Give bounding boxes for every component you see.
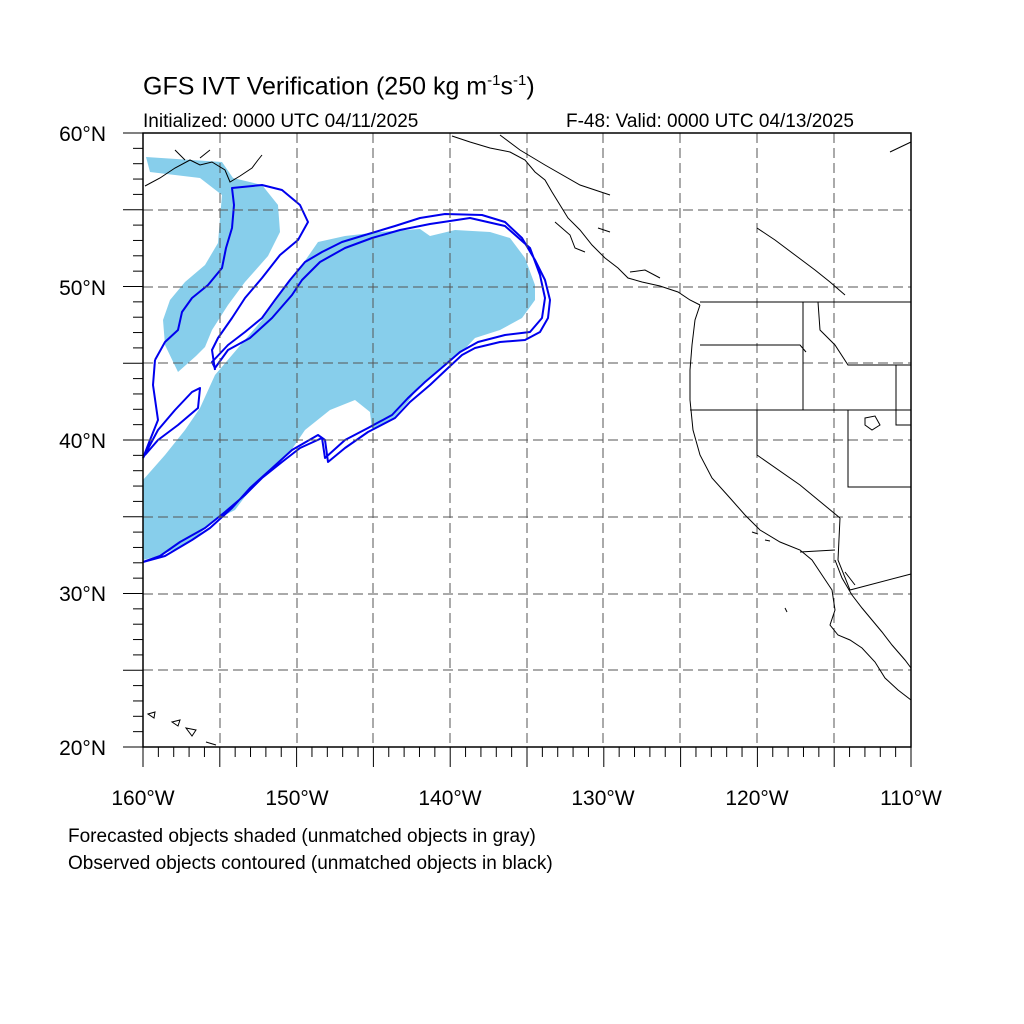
forecast-object-north bbox=[146, 157, 280, 372]
alaska-canada-border bbox=[499, 134, 611, 196]
lon-label: 150°W bbox=[265, 787, 328, 810]
interior-lines-ne bbox=[756, 141, 912, 296]
lon-label: 120°W bbox=[725, 787, 788, 810]
state-id-mt bbox=[817, 301, 911, 366]
footer-observed-note: Observed objects contoured (unmatched ob… bbox=[68, 853, 553, 874]
grid-lines bbox=[143, 133, 911, 747]
guadalupe-island bbox=[784, 607, 788, 613]
chart-title: GFS IVT Verification (250 kg m-1s-1) bbox=[143, 72, 535, 101]
footer-forecast-note: Forecasted objects shaded (unmatched obj… bbox=[68, 826, 536, 847]
lat-label: 30°N bbox=[59, 583, 106, 606]
state-wa-or bbox=[700, 344, 807, 353]
lon-label: 130°W bbox=[571, 787, 634, 810]
alaska-coast bbox=[144, 149, 263, 187]
forecast-objects bbox=[143, 157, 535, 560]
gulf-california bbox=[834, 559, 912, 669]
observed-contour-north bbox=[142, 184, 309, 459]
observed-contour-main bbox=[142, 213, 551, 563]
lat-label: 60°N bbox=[59, 123, 106, 146]
observed-objects bbox=[142, 184, 551, 563]
state-wy bbox=[895, 365, 911, 426]
tick-marks bbox=[123, 132, 912, 767]
lon-label: 110°W bbox=[880, 787, 942, 810]
lon-label: 160°W bbox=[111, 787, 174, 810]
state-nv bbox=[756, 410, 841, 519]
channel-islands bbox=[751, 531, 771, 542]
hawaii-islands bbox=[146, 711, 217, 746]
lat-label: 40°N bbox=[59, 430, 106, 453]
lat-label: 50°N bbox=[59, 277, 106, 300]
lon-axis-labels: 160°W 150°W 140°W 130°W 120°W 110°W bbox=[111, 787, 942, 810]
initialized-time: Initialized: 0000 UTC 04/11/2025 bbox=[143, 111, 419, 132]
state-nv-ut bbox=[847, 410, 911, 488]
valid-time: F-48: Valid: 0000 UTC 04/13/2025 bbox=[566, 111, 854, 132]
bc-islands bbox=[554, 221, 661, 279]
state-az bbox=[799, 517, 912, 591]
coastlines bbox=[144, 134, 912, 746]
us-west-coast bbox=[689, 304, 912, 701]
lat-label: 20°N bbox=[59, 737, 106, 760]
bc-alaska-coast bbox=[451, 135, 701, 306]
salt-lake bbox=[864, 415, 881, 431]
forecast-object-main bbox=[143, 229, 535, 560]
lat-axis-labels: 20°N 30°N 40°N 50°N 60°N bbox=[59, 123, 106, 760]
lon-label: 140°W bbox=[418, 787, 481, 810]
